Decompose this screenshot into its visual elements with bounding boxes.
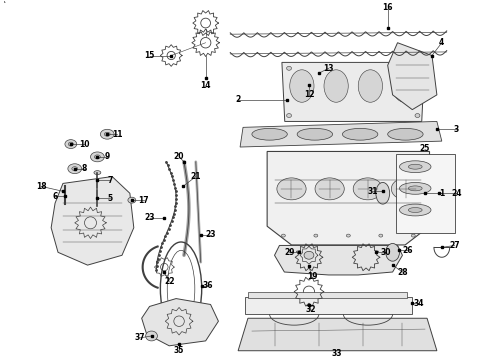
Ellipse shape xyxy=(386,243,399,261)
Ellipse shape xyxy=(324,70,348,102)
Text: 20: 20 xyxy=(174,152,184,161)
Text: 24: 24 xyxy=(451,189,462,198)
Ellipse shape xyxy=(287,66,292,70)
Ellipse shape xyxy=(281,234,285,237)
Ellipse shape xyxy=(68,164,82,174)
Ellipse shape xyxy=(311,68,326,78)
Text: 32: 32 xyxy=(306,305,316,314)
Ellipse shape xyxy=(94,171,101,175)
Polygon shape xyxy=(388,43,437,110)
Polygon shape xyxy=(51,176,134,265)
Ellipse shape xyxy=(252,128,287,140)
Ellipse shape xyxy=(69,142,74,146)
Ellipse shape xyxy=(315,178,344,200)
Ellipse shape xyxy=(65,140,77,149)
Ellipse shape xyxy=(95,155,100,159)
Ellipse shape xyxy=(304,82,314,89)
Ellipse shape xyxy=(392,70,416,102)
Ellipse shape xyxy=(94,188,101,192)
Text: 7: 7 xyxy=(107,176,113,185)
Ellipse shape xyxy=(399,183,431,194)
Ellipse shape xyxy=(146,331,157,341)
Ellipse shape xyxy=(104,132,110,136)
Text: 6: 6 xyxy=(52,192,58,201)
Ellipse shape xyxy=(408,186,422,191)
Text: 33: 33 xyxy=(331,349,342,358)
Ellipse shape xyxy=(343,128,378,140)
Text: 28: 28 xyxy=(397,267,408,276)
Text: 16: 16 xyxy=(382,3,393,12)
Ellipse shape xyxy=(346,234,350,237)
Text: 17: 17 xyxy=(138,196,149,205)
Text: 34: 34 xyxy=(414,299,424,308)
Text: 15: 15 xyxy=(145,51,155,60)
Ellipse shape xyxy=(297,128,333,140)
Text: 12: 12 xyxy=(304,90,314,99)
Ellipse shape xyxy=(399,161,431,172)
Ellipse shape xyxy=(388,128,423,140)
Polygon shape xyxy=(238,318,437,351)
Text: 37: 37 xyxy=(134,333,145,342)
Ellipse shape xyxy=(62,185,68,188)
Text: 19: 19 xyxy=(307,273,317,282)
Ellipse shape xyxy=(72,167,78,171)
Polygon shape xyxy=(142,298,219,346)
Text: 36: 36 xyxy=(202,281,213,290)
Ellipse shape xyxy=(277,178,306,200)
Text: 30: 30 xyxy=(380,248,391,257)
Ellipse shape xyxy=(91,152,104,162)
Ellipse shape xyxy=(411,234,415,237)
Text: 14: 14 xyxy=(200,81,211,90)
Ellipse shape xyxy=(408,164,422,169)
Ellipse shape xyxy=(290,70,314,102)
Text: 4: 4 xyxy=(439,38,444,47)
Text: 35: 35 xyxy=(174,346,184,355)
Ellipse shape xyxy=(392,178,420,200)
Polygon shape xyxy=(274,246,402,275)
Ellipse shape xyxy=(415,113,420,117)
Polygon shape xyxy=(240,121,442,147)
Text: 9: 9 xyxy=(104,152,110,161)
Text: 27: 27 xyxy=(449,241,460,250)
Ellipse shape xyxy=(287,113,292,117)
Ellipse shape xyxy=(379,234,383,237)
Text: 2: 2 xyxy=(236,95,241,104)
Text: 3: 3 xyxy=(454,125,459,134)
Text: 23: 23 xyxy=(144,213,155,222)
Ellipse shape xyxy=(415,66,420,70)
Text: 13: 13 xyxy=(323,64,334,73)
Ellipse shape xyxy=(100,129,114,139)
Text: 10: 10 xyxy=(79,140,90,149)
Polygon shape xyxy=(282,62,425,121)
Bar xyxy=(245,297,412,314)
Ellipse shape xyxy=(304,251,314,259)
Ellipse shape xyxy=(314,234,318,237)
Text: 22: 22 xyxy=(164,277,174,286)
Text: 23: 23 xyxy=(205,230,216,239)
Ellipse shape xyxy=(376,183,390,204)
Ellipse shape xyxy=(399,204,431,216)
Text: 26: 26 xyxy=(402,246,413,255)
Ellipse shape xyxy=(408,208,422,212)
Text: 18: 18 xyxy=(36,182,47,191)
Text: 25: 25 xyxy=(419,144,429,153)
Text: 29: 29 xyxy=(284,248,294,257)
Text: 21: 21 xyxy=(191,172,201,181)
Polygon shape xyxy=(267,152,430,245)
Text: 11: 11 xyxy=(112,130,122,139)
Text: 31: 31 xyxy=(368,187,378,196)
Ellipse shape xyxy=(128,197,136,203)
Ellipse shape xyxy=(358,70,383,102)
Text: 1: 1 xyxy=(439,189,444,198)
Bar xyxy=(395,154,455,233)
Text: 8: 8 xyxy=(82,164,87,173)
Ellipse shape xyxy=(353,178,382,200)
Bar xyxy=(248,292,407,298)
Text: 5: 5 xyxy=(108,194,113,203)
